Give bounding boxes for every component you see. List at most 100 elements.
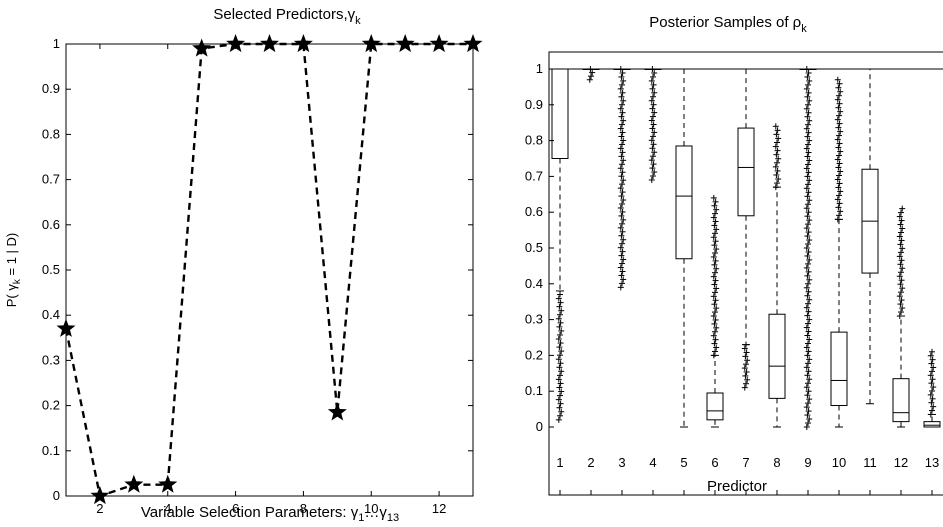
y-tick-label: 0.3 (525, 312, 543, 327)
boxplot-3 (613, 66, 631, 291)
y-tick-label: 0.2 (42, 398, 60, 413)
boxplot-8 (768, 123, 786, 428)
right-x-axis: 1 2 3 4 5 6 7 8 9 10 11 12 13 (556, 455, 939, 495)
x-tick-label: 13 (925, 455, 939, 470)
box-iqr (675, 145, 693, 260)
boxplot-7 (737, 68, 755, 391)
x-tick-label: 12 (894, 455, 908, 470)
boxplot-4 (644, 66, 662, 183)
right-chart-title: Posterior Samples of ρk (649, 14, 807, 35)
y-tick-label: 1 (536, 61, 543, 76)
y-tick-label: 0.8 (42, 126, 60, 141)
x-tick-label: 4 (164, 501, 171, 516)
x-tick-label: 10 (832, 455, 846, 470)
x-tick-label: 6 (232, 501, 239, 516)
y-tick-label: 0 (53, 488, 60, 503)
right-x-axis-label: Predictor (707, 478, 767, 495)
left-chart-title: Selected Predictors,γk (213, 6, 361, 27)
x-tick-label: 9 (804, 455, 811, 470)
x-tick-label: 2 (587, 455, 594, 470)
boxplot-12 (892, 205, 910, 428)
left-plot-frame (65, 43, 474, 497)
box-iqr (737, 127, 755, 217)
x-tick-label: 8 (300, 501, 307, 516)
star-marker (463, 34, 483, 53)
outlier-markers (803, 66, 813, 430)
outlier-markers (710, 194, 720, 359)
star-marker (429, 34, 449, 53)
outlier-markers (772, 123, 782, 191)
y-tick-label: 0 (536, 419, 543, 434)
outlier-markers (834, 76, 844, 223)
star-marker (158, 474, 178, 493)
star-marker (259, 34, 280, 53)
y-tick-label: 0.7 (525, 168, 543, 183)
y-tick-label: 0.4 (525, 276, 543, 291)
outlier-markers (896, 205, 906, 320)
outlier-markers (617, 66, 627, 291)
star-marker (327, 402, 347, 421)
right-plot-frame (548, 51, 943, 496)
y-tick-label: 1 (53, 36, 60, 51)
star-marker (293, 34, 313, 53)
left-x-axis: 2 4 6 8 10 12 (96, 44, 446, 516)
left-chart-selected-predictors: Selected Predictors,γk 00.10.20.30.40.50… (4, 6, 483, 524)
box-iqr (830, 331, 848, 407)
y-tick-label: 0.4 (42, 307, 60, 322)
box-iqr (892, 378, 910, 423)
y-tick-label: 0.6 (525, 204, 543, 219)
boxplot-6 (706, 194, 724, 428)
y-tick-label: 0.1 (525, 383, 543, 398)
y-tick-label: 0.2 (525, 347, 543, 362)
series-markers (56, 34, 483, 505)
left-x-axis-label: Variable Selection Parameters: γ1…γ13 (141, 504, 399, 524)
y-tick-label: 0.1 (42, 443, 60, 458)
boxplot-11 (861, 68, 879, 405)
star-marker (395, 34, 415, 53)
y-tick-label: 0.3 (42, 352, 60, 367)
x-tick-label: 10 (364, 501, 378, 516)
outlier-markers (927, 348, 937, 418)
series-line-probability (64, 42, 473, 498)
box-iqr (551, 68, 569, 159)
box-iqr (706, 392, 724, 421)
x-tick-label: 1 (556, 455, 563, 470)
star-marker (56, 318, 76, 337)
left-y-axis-label: P( γk = 1 | D) (4, 233, 23, 308)
star-marker (361, 34, 381, 53)
boxplot-13 (923, 348, 941, 428)
x-tick-label: 12 (432, 501, 446, 516)
right-y-axis: 0 0.1 0.2 0.3 0.4 0.5 0.6 0.7 0.8 0.9 1 (525, 61, 943, 434)
x-tick-label: 6 (711, 455, 718, 470)
star-marker (90, 486, 110, 505)
x-tick-label: 4 (649, 455, 656, 470)
boxplots (551, 66, 941, 430)
y-tick-label: 0.5 (525, 240, 543, 255)
outlier-markers (741, 341, 751, 391)
outlier-markers (586, 66, 596, 83)
x-tick-label: 3 (618, 455, 625, 470)
boxplot-5 (675, 68, 693, 428)
x-tick-label: 2 (96, 501, 103, 516)
x-tick-label: 5 (680, 455, 687, 470)
star-marker (226, 34, 246, 53)
star-marker (124, 474, 144, 493)
y-tick-label: 0.9 (525, 97, 543, 112)
y-tick-label: 0.7 (42, 172, 60, 187)
outlier-markers (648, 66, 658, 183)
boxplot-9 (799, 66, 817, 430)
y-tick-label: 0.9 (42, 81, 60, 96)
outlier-markers (555, 291, 565, 423)
x-tick-label: 8 (773, 455, 780, 470)
right-chart-posterior-samples: Posterior Samples of ρk 0 0.1 0.2 0.3 0.4 0.5… (525, 14, 943, 496)
y-tick-label: 0.6 (42, 217, 60, 232)
left-y-axis: 0 0.1 0.2 0.3 0.4 0.5 0.6 0.7 0.8 0.9 1 (42, 36, 473, 503)
x-tick-label: 11 (863, 455, 877, 470)
y-tick-label: 0.5 (42, 262, 60, 277)
boxplot-2 (582, 66, 600, 83)
x-tick-label: 7 (742, 455, 749, 470)
boxplot-1 (551, 68, 569, 423)
box-iqr (768, 313, 786, 399)
star-marker (192, 38, 212, 57)
